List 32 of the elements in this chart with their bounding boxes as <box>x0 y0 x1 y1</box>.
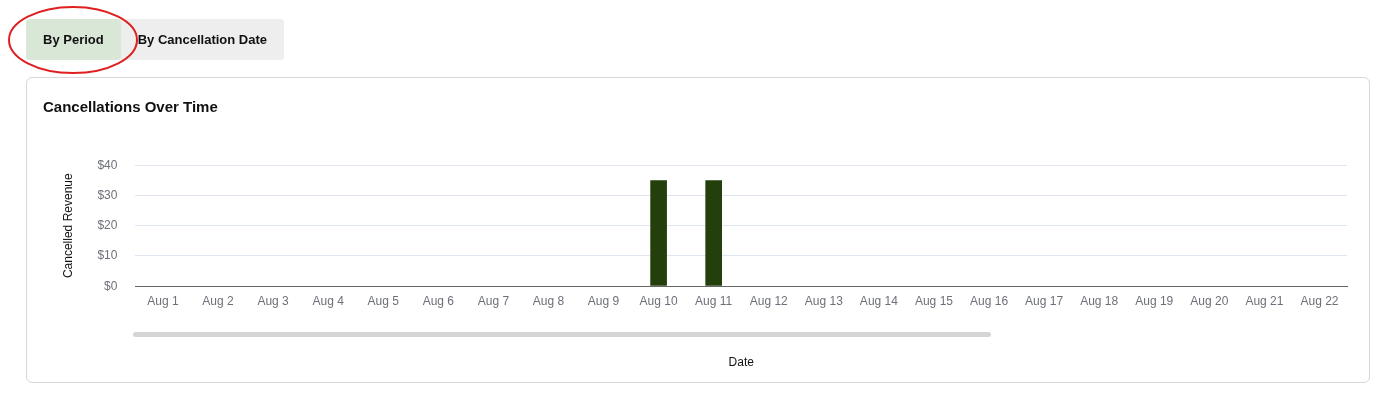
x-tick-label: Aug 10 <box>639 293 678 308</box>
x-tick-label: Aug 20 <box>1190 293 1229 308</box>
x-tick-label: Aug 2 <box>202 293 235 308</box>
x-tick-label: Aug 3 <box>257 293 290 308</box>
x-tick-label: Aug 18 <box>1080 293 1119 308</box>
x-tick-label: Aug 15 <box>914 293 954 308</box>
x-tick-label: Aug 4 <box>312 293 345 308</box>
y-tick-label: $40 <box>97 157 118 172</box>
x-tick-label: Aug 14 <box>859 293 899 308</box>
y-axis-title: Cancelled Revenue <box>60 173 75 279</box>
x-axis-title: Date <box>728 355 755 370</box>
x-tick-label: Aug 19 <box>1135 293 1174 308</box>
x-tick-label: Aug 5 <box>367 293 400 308</box>
x-tick-label: Aug 22 <box>1300 293 1339 308</box>
x-tick-label: Aug 8 <box>532 293 565 308</box>
chart-title: Cancellations Over Time <box>43 98 218 115</box>
text: By Period <box>26 19 121 60</box>
x-tick-label: Aug 11 <box>695 293 733 308</box>
text: By Cancellation Date <box>136 31 268 49</box>
x-tick-label: Aug 9 <box>587 293 620 308</box>
x-tick-label: Aug 21 <box>1245 293 1284 308</box>
y-tick-label: $0 <box>104 278 118 293</box>
x-tick-label: Aug 13 <box>804 293 844 308</box>
x-tick-label: Aug 1 <box>147 293 179 308</box>
x-tick-label: Aug 12 <box>749 293 789 308</box>
y-tick-label: $30 <box>97 187 118 202</box>
y-tick-label: $20 <box>97 218 118 233</box>
x-tick-label: Aug 17 <box>1025 293 1064 308</box>
x-tick-label: Aug 7 <box>477 293 510 308</box>
x-tick-label: Aug 6 <box>422 293 455 308</box>
y-tick-label: $10 <box>97 248 118 263</box>
x-tick-label: Aug 16 <box>970 293 1009 308</box>
